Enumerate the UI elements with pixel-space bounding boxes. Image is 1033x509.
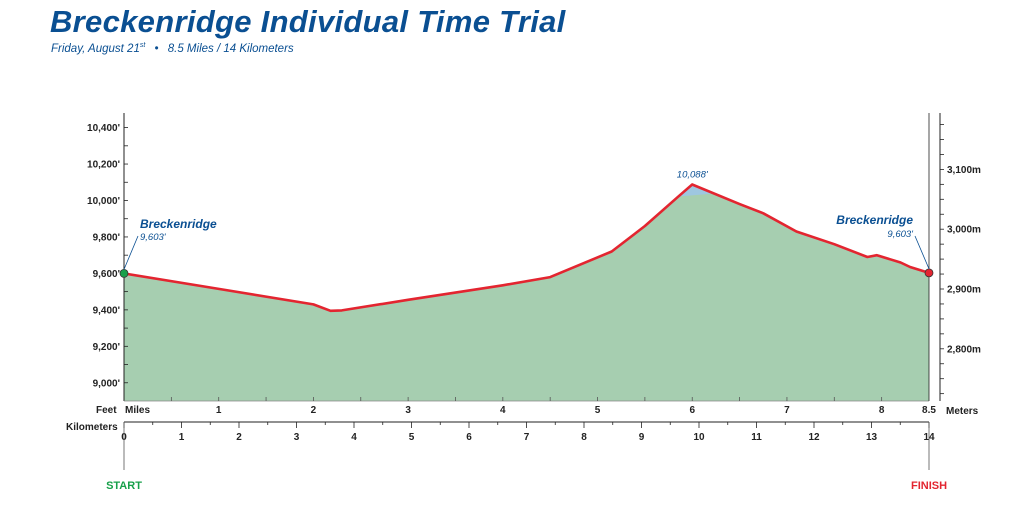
left-axis-tick-label: 10,200' xyxy=(87,160,120,171)
left-axis-tick-label: 9,400' xyxy=(93,305,120,316)
km-tick-label: 3 xyxy=(294,432,300,443)
race-date: Friday, August 21 xyxy=(51,42,140,55)
left-axis-tick-label: 10,400' xyxy=(87,123,120,134)
finish-elevation-label: 9,603' xyxy=(887,229,914,240)
left-axis-tick-label: 9,000' xyxy=(93,378,120,389)
km-tick-label: 10 xyxy=(693,432,705,443)
miles-tick-label: 2 xyxy=(311,405,317,416)
start-label: START xyxy=(106,480,142,492)
right-axis-tick-label: 2,900m xyxy=(947,285,981,296)
subtitle-separator: • xyxy=(154,42,159,55)
miles-tick-label: 7 xyxy=(784,405,790,416)
km-tick-label: 6 xyxy=(466,432,472,443)
right-axis-tick-label: 2,800m xyxy=(947,344,981,355)
left-axis-title: Feet xyxy=(96,405,117,416)
right-axis-tick-label: 3,100m xyxy=(947,165,981,176)
page-title: Breckenridge Individual Time Trial xyxy=(50,4,566,39)
miles-axis-title: Miles xyxy=(125,405,150,416)
miles-tick-label: 6 xyxy=(689,405,695,416)
left-axis-tick-label: 9,200' xyxy=(93,342,120,353)
km-axis-title: Kilometers xyxy=(66,422,118,433)
km-tick-label: 1 xyxy=(179,432,185,443)
finish-label: FINISH xyxy=(911,480,947,492)
start-town-label: Breckenridge xyxy=(140,217,217,231)
finish-town-label: Breckenridge xyxy=(836,213,913,227)
km-tick-label: 11 xyxy=(751,432,762,443)
finish-marker xyxy=(924,268,934,278)
finish-callout-line xyxy=(914,235,930,270)
profile-line xyxy=(123,183,930,313)
left-axis-tick-label: 10,000' xyxy=(87,196,120,207)
profile-area xyxy=(124,184,929,401)
miles-tick-label: 3 xyxy=(405,405,411,416)
km-tick-label: 13 xyxy=(866,432,878,443)
km-tick-label: 5 xyxy=(409,432,415,443)
km-tick-label: 8 xyxy=(581,432,587,443)
km-tick-label: 2 xyxy=(236,432,242,443)
right-axis-tick-label: 3,000m xyxy=(947,225,981,236)
km-tick-label: 4 xyxy=(351,432,357,443)
miles-tick-label: 8 xyxy=(879,405,885,416)
race-distance: 8.5 Miles / 14 Kilometers xyxy=(167,42,294,55)
race-subtitle: Friday, August 21st • 8.5 Miles / 14 Kil… xyxy=(51,42,294,55)
miles-tick-label: 1 xyxy=(216,405,222,416)
summit-highlight xyxy=(678,184,715,197)
miles-tick-label: 4 xyxy=(500,405,506,416)
km-tick-label: 9 xyxy=(639,432,645,443)
race-date-suffix: st xyxy=(139,42,146,49)
start-callout-line xyxy=(123,235,139,270)
km-tick-label: 7 xyxy=(524,432,530,443)
miles-tick-label: 8.5 xyxy=(922,405,936,416)
miles-tick-label: 5 xyxy=(595,405,601,416)
start-elevation-label: 9,603' xyxy=(140,232,167,243)
start-marker xyxy=(119,269,129,278)
right-axis-title: Meters xyxy=(946,406,979,417)
km-tick-label: 12 xyxy=(808,432,820,443)
summit-elevation-label: 10,088' xyxy=(677,169,709,180)
left-axis-tick-label: 9,800' xyxy=(93,232,120,243)
left-axis-tick-label: 9,600' xyxy=(93,269,120,280)
